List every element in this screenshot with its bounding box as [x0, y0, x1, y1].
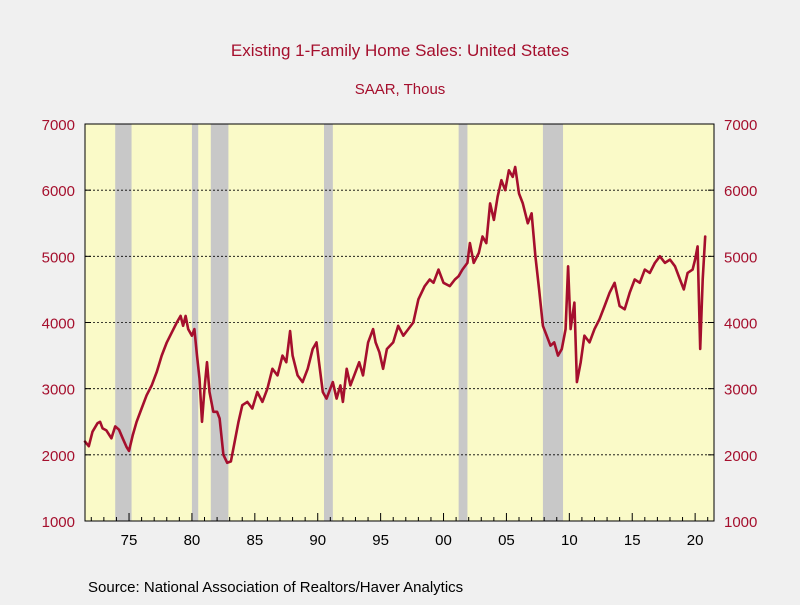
source-note: Source: National Association of Realtors… — [88, 579, 463, 596]
y-tick-label-right-1000: 1000 — [724, 514, 757, 531]
recession-band-1 — [191, 124, 199, 521]
x-tick-label-05: 05 — [498, 532, 515, 549]
series-line-0 — [83, 165, 707, 465]
chart-title: Existing 1-Family Home Sales: United Sta… — [231, 41, 569, 60]
recession-shading-group — [115, 124, 564, 521]
x-tick-label-10: 10 — [561, 532, 578, 549]
recession-band-4 — [458, 124, 468, 521]
y-tick-label-right-3000: 3000 — [724, 382, 757, 399]
y-tick-label-right-7000: 7000 — [724, 117, 757, 134]
y-tick-label-left-1000: 1000 — [42, 514, 75, 531]
y-tick-label-left-2000: 2000 — [42, 448, 75, 465]
recession-band-2 — [210, 124, 229, 521]
grid-lines — [85, 189, 714, 456]
x-tick-label-80: 80 — [184, 532, 201, 549]
y-tick-label-right-6000: 6000 — [724, 183, 757, 200]
y-tick-label-left-5000: 5000 — [42, 249, 75, 266]
plot-area — [85, 124, 714, 521]
y-axis-right: 1000 2000 3000 4000 5000 6000 7000 — [708, 117, 757, 531]
recession-band-5 — [542, 124, 564, 521]
y-tick-label-right-4000: 4000 — [724, 316, 757, 333]
y-tick-label-left-7000: 7000 — [42, 117, 75, 134]
x-tick-label-15: 15 — [624, 532, 641, 549]
x-tick-label-95: 95 — [372, 532, 389, 549]
x-tick-label-85: 85 — [246, 532, 263, 549]
series-group — [83, 165, 707, 465]
x-tick-label-90: 90 — [309, 532, 326, 549]
y-tick-label-left-3000: 3000 — [42, 382, 75, 399]
x-tick-label-75: 75 — [121, 532, 138, 549]
y-tick-label-left-4000: 4000 — [42, 316, 75, 333]
x-axis: 75 80 85 90 95 00 05 10 15 20 — [90, 513, 709, 549]
y-tick-label-left-6000: 6000 — [42, 183, 75, 200]
recession-band-0 — [115, 124, 132, 521]
chart-subtitle: SAAR, Thous — [355, 81, 446, 98]
x-tick-label-20: 20 — [687, 532, 704, 549]
x-tick-label-00: 00 — [435, 532, 452, 549]
recession-band-3 — [324, 124, 333, 521]
y-tick-label-right-5000: 5000 — [724, 249, 757, 266]
y-tick-label-right-2000: 2000 — [724, 448, 757, 465]
y-axis-left: 1000 2000 3000 4000 5000 6000 7000 — [42, 117, 91, 531]
